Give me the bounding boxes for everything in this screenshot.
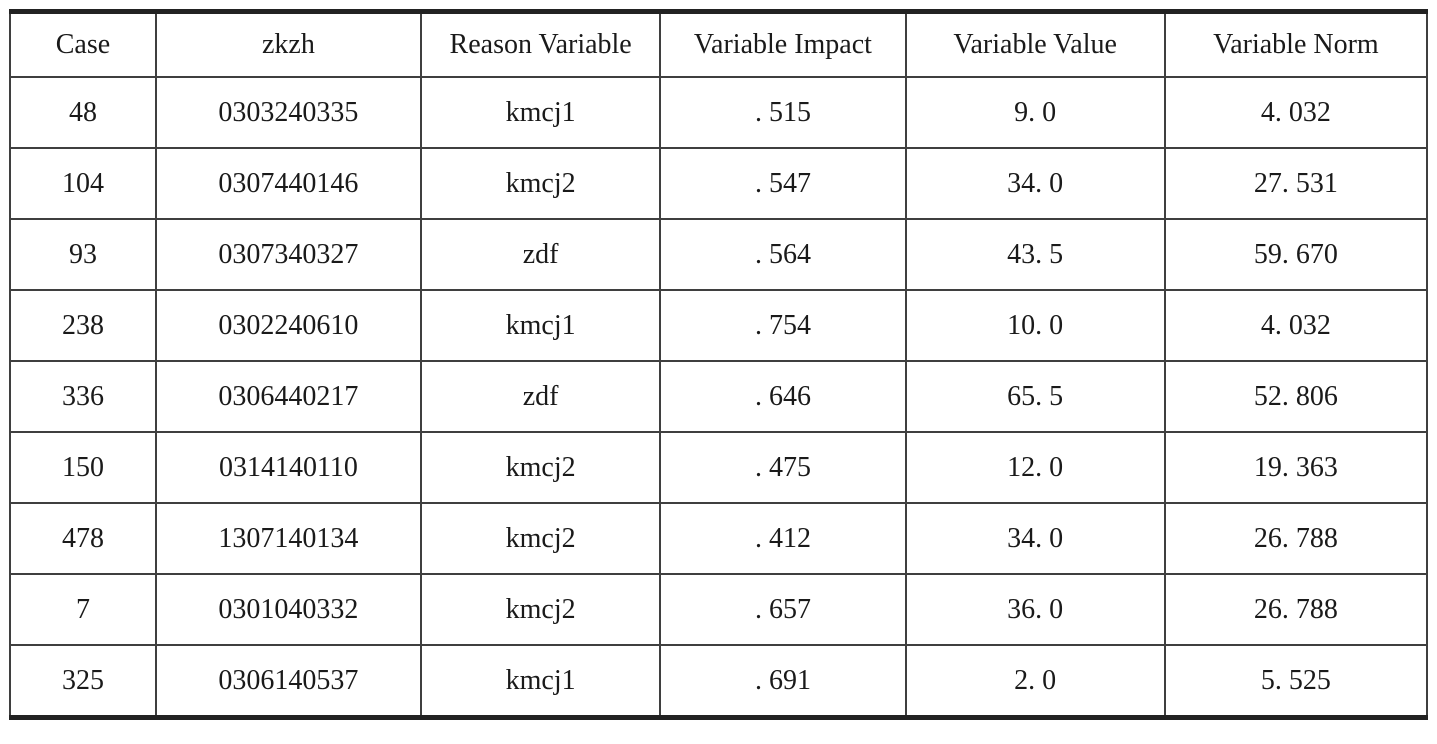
cell-reason: kmcj2 [419, 502, 662, 575]
cell-norm: 4. 032 [1163, 76, 1429, 149]
column-header-variable-norm: Variable Norm [1163, 10, 1429, 78]
cell-impact: . 547 [659, 147, 907, 220]
cell-case: 48 [9, 76, 157, 149]
cell-value: 34. 0 [904, 502, 1166, 575]
cell-zkzh: 0307340327 [154, 218, 422, 291]
cell-impact: . 691 [659, 644, 907, 719]
cell-value: 10. 0 [904, 289, 1166, 362]
column-header-variable-value: Variable Value [904, 10, 1166, 78]
cell-impact: . 754 [659, 289, 907, 362]
cell-norm: 27. 531 [1163, 147, 1429, 220]
cell-impact: . 515 [659, 76, 907, 149]
cell-value: 36. 0 [904, 573, 1166, 646]
cell-value: 34. 0 [904, 147, 1166, 220]
table-row: 93 0307340327 zdf . 564 43. 5 59. 670 [9, 218, 1429, 291]
cell-case: 325 [9, 644, 157, 719]
cell-zkzh: 1307140134 [154, 502, 422, 575]
cell-value: 12. 0 [904, 431, 1166, 504]
cell-reason: kmcj1 [419, 289, 662, 362]
cell-norm: 26. 788 [1163, 502, 1429, 575]
header-row: Case zkzh Reason Variable Variable Impac… [9, 10, 1429, 78]
cell-norm: 19. 363 [1163, 431, 1429, 504]
cell-reason: kmcj2 [419, 431, 662, 504]
cell-case: 238 [9, 289, 157, 362]
column-header-zkzh: zkzh [154, 10, 422, 78]
cell-reason: kmcj1 [419, 644, 662, 719]
cell-norm: 4. 032 [1163, 289, 1429, 362]
cell-impact: . 646 [659, 360, 907, 433]
cell-reason: zdf [419, 360, 662, 433]
table-row: 336 0306440217 zdf . 646 65. 5 52. 806 [9, 360, 1429, 433]
cell-case: 93 [9, 218, 157, 291]
results-table: Case zkzh Reason Variable Variable Impac… [9, 9, 1429, 720]
cell-norm: 52. 806 [1163, 360, 1429, 433]
table-container: Case zkzh Reason Variable Variable Impac… [9, 9, 1429, 720]
table-row: 48 0303240335 kmcj1 . 515 9. 0 4. 032 [9, 76, 1429, 149]
cell-value: 2. 0 [904, 644, 1166, 719]
cell-zkzh: 0314140110 [154, 431, 422, 504]
table-row: 150 0314140110 kmcj2 . 475 12. 0 19. 363 [9, 431, 1429, 504]
column-header-case: Case [9, 10, 157, 78]
cell-impact: . 475 [659, 431, 907, 504]
table-row: 325 0306140537 kmcj1 . 691 2. 0 5. 525 [9, 644, 1429, 719]
cell-norm: 26. 788 [1163, 573, 1429, 646]
table-row: 7 0301040332 kmcj2 . 657 36. 0 26. 788 [9, 573, 1429, 646]
column-header-variable-impact: Variable Impact [659, 10, 907, 78]
column-header-reason-variable: Reason Variable [419, 10, 662, 78]
cell-reason: kmcj2 [419, 573, 662, 646]
cell-reason: kmcj1 [419, 76, 662, 149]
table-row: 238 0302240610 kmcj1 . 754 10. 0 4. 032 [9, 289, 1429, 362]
cell-impact: . 564 [659, 218, 907, 291]
cell-case: 336 [9, 360, 157, 433]
cell-case: 104 [9, 147, 157, 220]
cell-case: 7 [9, 573, 157, 646]
cell-value: 43. 5 [904, 218, 1166, 291]
cell-case: 478 [9, 502, 157, 575]
cell-zkzh: 0301040332 [154, 573, 422, 646]
cell-zkzh: 0306140537 [154, 644, 422, 719]
cell-impact: . 657 [659, 573, 907, 646]
cell-value: 9. 0 [904, 76, 1166, 149]
cell-norm: 5. 525 [1163, 644, 1429, 719]
cell-zkzh: 0303240335 [154, 76, 422, 149]
table-row: 478 1307140134 kmcj2 . 412 34. 0 26. 788 [9, 502, 1429, 575]
cell-case: 150 [9, 431, 157, 504]
cell-reason: kmcj2 [419, 147, 662, 220]
cell-zkzh: 0306440217 [154, 360, 422, 433]
cell-zkzh: 0302240610 [154, 289, 422, 362]
cell-norm: 59. 670 [1163, 218, 1429, 291]
cell-reason: zdf [419, 218, 662, 291]
cell-zkzh: 0307440146 [154, 147, 422, 220]
table-row: 104 0307440146 kmcj2 . 547 34. 0 27. 531 [9, 147, 1429, 220]
cell-impact: . 412 [659, 502, 907, 575]
cell-value: 65. 5 [904, 360, 1166, 433]
